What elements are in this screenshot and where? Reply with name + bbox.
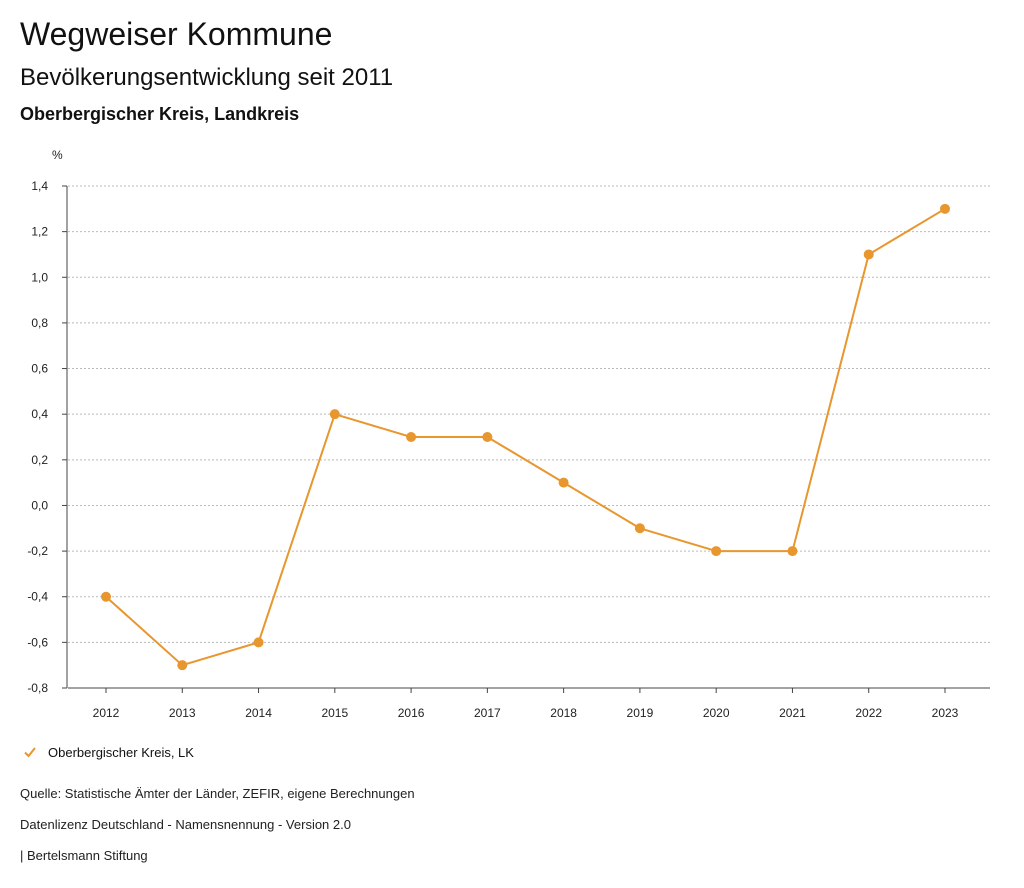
data-point[interactable] xyxy=(101,591,111,602)
y-axis: % -0,8 -0,6 -0,4 -0,2 0,0 0,2 0,4 0,6 0,8 1,0 1,2 1,… xyxy=(27,148,68,695)
data-point[interactable] xyxy=(940,203,950,214)
x-axis: 2012 2013 2014 2015 2016 2017 2018 2019 2020 2021… xyxy=(68,687,990,720)
x-tick-label: 2023 xyxy=(932,706,959,720)
x-tick-label: 2017 xyxy=(474,706,501,720)
check-icon xyxy=(24,747,36,758)
data-point[interactable] xyxy=(558,477,569,488)
y-tick-label: -0,8 xyxy=(27,681,48,695)
y-tick-label: 1,0 xyxy=(31,270,48,284)
region-label: Oberbergischer Kreis, Landkreis xyxy=(20,104,300,124)
license-note: Datenlizenz Deutschland - Namensnennung … xyxy=(20,817,351,832)
x-tick-label: 2020 xyxy=(703,706,730,720)
data-point[interactable] xyxy=(787,546,798,557)
y-tick-label: 1,4 xyxy=(31,179,48,193)
grid-lines xyxy=(68,185,990,689)
data-point[interactable] xyxy=(253,637,264,648)
x-tick-label: 2012 xyxy=(93,706,120,720)
legend[interactable]: Oberbergischer Kreis, LK xyxy=(22,744,194,760)
x-tick-label: 2022 xyxy=(855,706,882,720)
x-tick-label: 2019 xyxy=(627,706,654,720)
data-point[interactable] xyxy=(177,660,188,671)
y-tick-label: 0,2 xyxy=(31,453,48,467)
y-tick-label: 0,6 xyxy=(31,362,48,376)
page-title: Wegweiser Kommune xyxy=(20,16,333,52)
y-tick-label: 0,4 xyxy=(31,407,48,421)
x-tick-label: 2013 xyxy=(169,706,196,720)
y-tick-label: 0,0 xyxy=(31,498,48,512)
data-point[interactable] xyxy=(634,523,645,534)
x-tick-label: 2015 xyxy=(321,706,348,720)
y-tick-label: -0,4 xyxy=(27,590,48,604)
line-chart: % -0,8 -0,6 -0,4 -0,2 0,0 0,2 0,4 0,6 0,8 1,0 1,2 1,… xyxy=(27,148,990,720)
data-point[interactable] xyxy=(711,546,722,557)
data-point[interactable] xyxy=(482,432,493,442)
source-note: Quelle: Statistische Ämter der Länder, Z… xyxy=(20,786,415,801)
x-tick-label: 2014 xyxy=(245,706,272,720)
x-tick-label: 2016 xyxy=(398,706,425,720)
y-tick-label: -0,2 xyxy=(27,544,48,558)
y-unit-label: % xyxy=(52,148,63,162)
series-line xyxy=(105,207,946,667)
x-tick-label: 2021 xyxy=(779,706,806,720)
data-point[interactable] xyxy=(406,432,417,442)
chart-subtitle: Bevölkerungsentwicklung seit 2011 xyxy=(20,64,394,91)
y-tick-label: 1,2 xyxy=(31,225,48,239)
y-tick-label: 0,8 xyxy=(31,316,48,330)
x-tick-label: 2018 xyxy=(550,706,577,720)
data-point[interactable] xyxy=(329,409,340,420)
legend-label: Oberbergischer Kreis, LK xyxy=(48,744,194,760)
series-layer xyxy=(101,203,950,671)
data-point[interactable] xyxy=(863,249,874,260)
y-tick-label: -0,6 xyxy=(27,635,48,649)
brand-note: | Bertelsmann Stiftung xyxy=(20,848,148,863)
